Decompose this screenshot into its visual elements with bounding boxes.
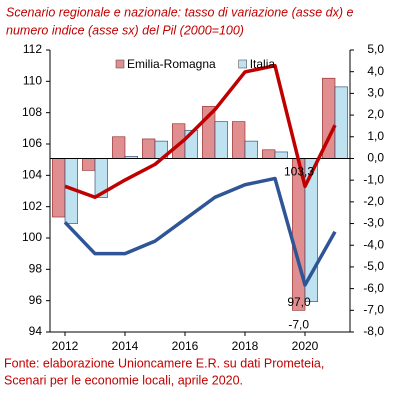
y2-tick-label: -8,0: [363, 324, 384, 338]
y-tick-label: 108: [22, 105, 42, 119]
bar: [232, 121, 246, 159]
y2-tick-label: 0,0: [367, 151, 384, 165]
bar: [142, 138, 156, 159]
y-tick-label: 104: [22, 168, 42, 182]
y2-tick-label: 3,0: [367, 86, 384, 100]
data-label: 103,3: [284, 164, 314, 178]
x-tick-label: 2016: [172, 339, 199, 353]
y2-tick-label: -7,0: [363, 302, 384, 316]
y-tick-label: 112: [23, 42, 42, 56]
y2-tick-label: -6,0: [363, 281, 384, 295]
bar: [82, 158, 96, 171]
bar: [262, 149, 276, 159]
y-tick-label: 110: [23, 74, 42, 88]
source-note: Fonte: elaborazione Unioncamere E.R. su …: [4, 356, 324, 370]
y-tick-label: 106: [22, 136, 42, 150]
y2-tick-label: -1,0: [363, 172, 384, 186]
line: [63, 176, 337, 287]
x-tick-label: 2014: [112, 339, 139, 353]
x-tick-label: 2012: [52, 339, 79, 353]
bar: [52, 158, 66, 218]
y-tick-label: 102: [22, 199, 42, 213]
y2-tick-label: -5,0: [363, 259, 384, 273]
y2-tick-label: -3,0: [363, 216, 384, 230]
y-tick-label: 100: [22, 230, 42, 244]
y2-tick-label: -2,0: [363, 194, 384, 208]
x-tick-label: 2020: [292, 339, 319, 353]
y2-tick-label: 5,0: [367, 42, 384, 56]
line: [64, 63, 337, 200]
y2-tick-label: 2,0: [367, 107, 384, 121]
bar: [112, 136, 126, 159]
source-note: Scenari per le economie locali, aprile 2…: [4, 373, 243, 387]
chart-title: Scenario regionale e nazionale: tasso di…: [6, 5, 353, 19]
y-tick-label: 94: [29, 324, 43, 338]
y-tick-label: 96: [29, 293, 43, 307]
y2-tick-label: 4,0: [367, 64, 384, 78]
bar: [244, 140, 258, 159]
bar: [274, 151, 288, 159]
bar: [214, 121, 228, 159]
y2-tick-label: -4,0: [363, 237, 384, 251]
y-tick-label: 98: [29, 262, 43, 276]
data-label: 97,0: [287, 295, 311, 309]
legend-swatch: [115, 59, 125, 69]
bar: [334, 86, 348, 159]
data-label: -7,0: [288, 317, 309, 331]
legend-label: Italia: [250, 57, 276, 71]
chart-title: numero indice (asse sx) del Pil (2000=10…: [6, 23, 244, 37]
legend-swatch: [238, 59, 248, 69]
y2-tick-label: 1,0: [367, 129, 384, 143]
legend-label: Emilia-Romagna: [127, 57, 216, 71]
x-tick-label: 2018: [232, 339, 259, 353]
